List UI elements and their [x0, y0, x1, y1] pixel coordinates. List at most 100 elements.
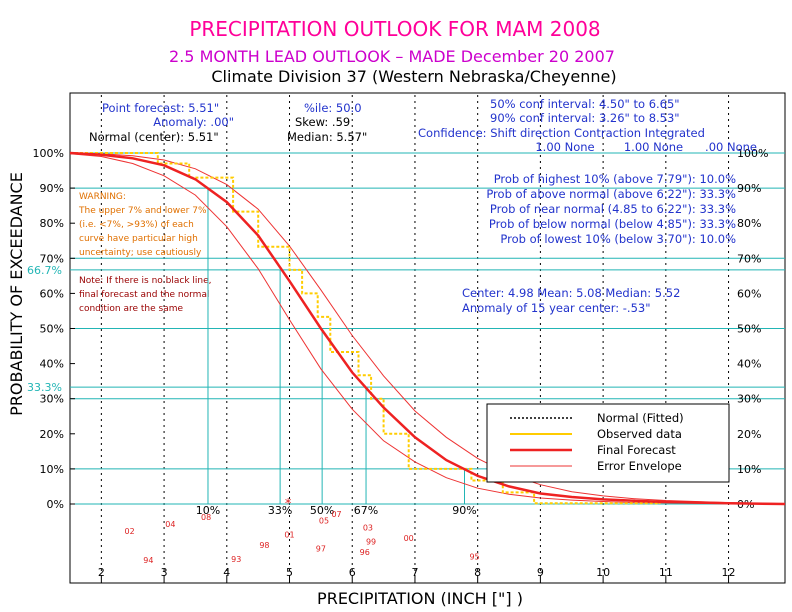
series-line-error-envelope-lower: [69, 153, 786, 505]
note-line: final forecast and the normal: [79, 290, 209, 300]
legend-label-observed: Observed data: [597, 427, 682, 441]
y-axis-label: PROBABILITY OF EXCEEDANCE: [7, 172, 26, 416]
x-tick-label: 2: [98, 566, 105, 579]
y-tick-label-left: 0%: [47, 498, 64, 511]
y-tick-label-right: 70%: [737, 252, 761, 265]
anomaly-text: Anomaly: .00": [153, 115, 234, 129]
normal-center-text: Normal (center): 5.51": [89, 130, 219, 144]
point-forecast-text: Point forecast: 5.51": [102, 101, 219, 115]
x-tick-label: 9: [537, 566, 544, 579]
percentile-text: %ile: 50.0: [304, 101, 362, 115]
forecast-info-block: Point forecast: 5.51" Anomaly: .00" Norm…: [89, 97, 757, 154]
year-label: 99: [366, 537, 376, 546]
legend-label-envelope: Error Envelope: [597, 459, 682, 473]
year-label: 98: [259, 541, 269, 550]
y-tick-label-right: 90%: [737, 182, 761, 195]
x-tick-label: 12: [722, 566, 736, 579]
star-marker: *: [285, 497, 292, 512]
y-tick-label-right: 20%: [737, 428, 761, 441]
prob-above-normal: Prob of above normal (above 6.22"): 33.3…: [486, 187, 736, 201]
percentile-label: 10%: [196, 504, 220, 517]
tercile-label: 33.3%: [27, 381, 62, 394]
x-tick-label: 5: [286, 566, 293, 579]
y-tick-label-right: 10%: [737, 463, 761, 476]
conf50-text: 50% conf interval: 4.50" to 6.65": [490, 97, 680, 111]
conf90-text: 90% conf interval: 3.26" to 8.53": [490, 111, 680, 125]
y-tick-label-left: 20%: [40, 428, 64, 441]
plot-frame: [69, 92, 786, 584]
year-label: 08: [201, 513, 211, 522]
prob-highest-10: Prob of highest 10% (above 7.79"): 10.0%: [494, 172, 736, 186]
warning-block: WARNING: The upper 7% and lower 7% (i.e.…: [78, 192, 207, 258]
year-label: 94: [143, 556, 153, 565]
warning-line: curve have particular high: [79, 234, 198, 244]
prob-near-normal: Prob of near normal (4.85 to 6.22"): 33.…: [490, 202, 736, 216]
stats-line-2: Anomaly of 15 year center: -.53": [462, 301, 651, 315]
year-label: 00: [404, 534, 414, 543]
y-tick-label-right: 80%: [737, 217, 761, 230]
horizontal-gridlines: [70, 152, 785, 505]
x-tick-label: 7: [411, 566, 418, 579]
x-tick-label: 10: [596, 566, 610, 579]
probabilities-block: Prob of highest 10% (above 7.79"): 10.0%…: [462, 172, 736, 315]
legend: Normal (Fitted) Observed data Final Fore…: [486, 403, 730, 483]
year-label: 04: [165, 520, 175, 529]
skew-text: Skew: .59: [295, 115, 350, 129]
x-tick-label: 4: [223, 566, 230, 579]
warning-line: uncertainty; use cautiously: [79, 248, 202, 258]
warning-line: The upper 7% and lower 7%: [78, 206, 207, 216]
x-tick-label: 11: [659, 566, 673, 579]
tercile-labels: 66.7% 33.3%: [27, 264, 62, 394]
y-tick-label-left: 40%: [40, 358, 64, 371]
warning-line: (i.e. <7%, >93%) of each: [79, 220, 194, 230]
y-tick-label-left: 100%: [33, 147, 64, 160]
year-label: 93: [231, 555, 241, 564]
y-tick-label-left: 50%: [40, 323, 64, 336]
chart-title: PRECIPITATION OUTLOOK FOR MAM 2008: [189, 17, 600, 41]
x-tick-label: 3: [161, 566, 168, 579]
tercile-label: 66.7%: [27, 264, 62, 277]
y-tick-label-right: 100%: [737, 147, 768, 160]
note-line: condition are the same: [79, 304, 183, 314]
y-tick-label-left: 30%: [40, 393, 64, 406]
legend-box: [486, 403, 730, 483]
percentile-label: 50%: [310, 504, 334, 517]
percentile-markers: 10% 33% 50% 67% 90% *: [196, 188, 477, 517]
stats-line-1: Center: 4.98 Mean: 5.08 Median: 5.52: [462, 286, 680, 300]
note-block: Note: If there is no black line, final f…: [79, 276, 212, 314]
x-axis-label: PRECIPITATION (INCH ["] ): [317, 589, 523, 608]
year-label: 95: [469, 552, 479, 561]
y-tick-label-left: 60%: [40, 287, 64, 300]
percentile-label: 90%: [452, 504, 476, 517]
legend-label-forecast: Final Forecast: [597, 443, 676, 457]
confidence-values-text: 1.00 None 1.00 None .00 None: [535, 140, 757, 154]
y-tick-label-right: 40%: [737, 358, 761, 371]
x-tick-label: 8: [474, 566, 481, 579]
year-label: 07: [331, 510, 341, 519]
year-label: 03: [363, 523, 373, 532]
y-axis-right-ticks: 0%10%20%30%40%50%60%70%80%90%100%: [737, 147, 768, 511]
year-label: 01: [284, 530, 294, 539]
confidence-header-text: Confidence: Shift direction Contraction …: [418, 126, 705, 140]
warning-line: WARNING:: [79, 192, 126, 202]
y-tick-label-left: 90%: [40, 182, 64, 195]
y-tick-label-right: 30%: [737, 393, 761, 406]
legend-label-normal: Normal (Fitted): [597, 411, 684, 425]
y-tick-label-right: 60%: [737, 287, 761, 300]
prob-lowest-10: Prob of lowest 10% (below 3.70"): 10.0%: [500, 232, 736, 246]
y-tick-label-left: 70%: [40, 252, 64, 265]
percentile-label: 67%: [354, 504, 378, 517]
prob-below-normal: Prob of below normal (below 4.85"): 33.3…: [489, 217, 736, 231]
y-axis-left-ticks: 0% 10% 20% 30% 40% 50% 60% 70% 80% 90% 100%: [33, 147, 75, 511]
year-label: 97: [316, 544, 326, 553]
y-tick-label-left: 10%: [40, 463, 64, 476]
year-label: 02: [124, 527, 134, 536]
y-tick-label-right: 50%: [737, 323, 761, 336]
series-layer: [69, 151, 786, 506]
median-text: Median: 5.57": [287, 130, 367, 144]
note-line: Note: If there is no black line,: [79, 276, 212, 286]
chart-subtitle: 2.5 MONTH LEAD OUTLOOK – MADE December 2…: [169, 47, 615, 66]
